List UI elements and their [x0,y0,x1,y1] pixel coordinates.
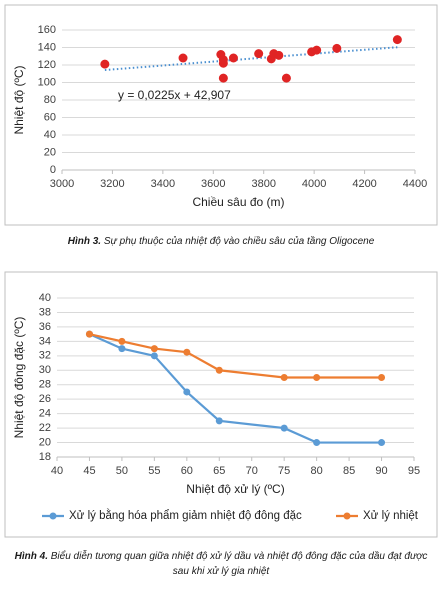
x-tick-label: 55 [148,465,160,477]
x-tick-label: 3400 [151,178,175,190]
x-tick-label: 3600 [201,178,225,190]
x-tick-label: 65 [213,465,225,477]
y-tick-label: 24 [39,408,51,420]
caption: Hình 3. Sự phụ thuộc của nhiệt độ vào ch… [6,234,436,249]
point [378,439,386,447]
point [274,50,284,60]
x-tick-label: 45 [83,465,95,477]
x-tick-label: 95 [408,465,420,477]
point [150,345,158,353]
y-tick-label: 160 [38,24,56,36]
point [150,352,158,360]
y-tick-label: 40 [44,129,56,141]
y-axis-label: Nhiệt độ (ºC) [12,65,26,134]
y-tick-label: 34 [39,335,51,347]
x-tick-label: 4200 [352,178,376,190]
x-tick-label: 70 [246,465,258,477]
x-tick-label: 90 [375,465,387,477]
y-tick-label: 36 [39,321,51,333]
y-tick-label: 28 [39,379,51,391]
x-tick-label: 85 [343,465,355,477]
point [280,374,288,381]
chart-frame [4,4,438,226]
legend-label: Xử lý nhiệt [363,510,419,522]
caption-text: Sự phụ thuộc của nhiệt độ vào chiều sâu … [103,236,375,247]
point [313,439,321,447]
x-tick-label: 4000 [302,178,326,190]
x-tick-label: 4400 [403,178,427,190]
point [281,73,291,83]
legend-marker [343,512,351,520]
point [85,330,93,338]
caption-label: Hình 3. [67,236,102,247]
series-line [89,333,382,444]
y-tick-label: 140 [38,41,56,53]
chart-frame [4,271,438,538]
point [183,388,191,396]
y-tick-label: 18 [39,451,51,463]
y-tick-label: 22 [39,422,51,434]
point [392,35,402,45]
point [332,43,342,53]
caption-label: Hình 4. [14,551,48,562]
trendline [104,46,398,72]
legend-marker [49,512,57,520]
point [118,337,126,345]
chart: 18 20 22 24 26 28 30 32 34 36 38 40 40 45 50 55 60 65 70 75… [4,271,438,538]
point [215,417,223,425]
point [183,348,191,356]
y-tick-label: 60 [44,111,56,123]
series-line [89,333,382,379]
x-axis-label: Chiều sâu đo (m) [192,195,284,209]
trendline-equation: y = 0,0225x + 42,907 [118,88,231,102]
point [218,73,228,83]
y-tick-label: 120 [38,59,56,71]
x-tick-label: 3800 [251,178,275,190]
point [178,53,188,63]
caption-text: Biểu diễn tương quan giữa nhiệt độ xử lý… [50,551,428,577]
x-axis-label: Nhiệt độ xử lý (ºC) [186,482,284,496]
point [218,55,228,65]
point [312,45,322,55]
y-axis-label: Nhiệt độ đông đặc (ºC) [12,317,26,439]
y-tick-label: 26 [39,393,51,405]
y-tick-label: 32 [39,350,51,362]
x-tick-label: 3000 [50,178,74,190]
y-tick-label: 20 [44,146,56,158]
y-tick-label: 100 [38,76,56,88]
x-tick-label: 50 [116,465,128,477]
point [118,345,126,353]
point [280,424,288,432]
point [228,53,238,63]
chart: 0 20 40 60 80 100 120 140 160 3000 3200 3400 3600 380… [4,4,438,226]
y-tick-label: 0 [50,164,56,176]
point [254,49,264,59]
x-tick-label: 3200 [100,178,124,190]
x-tick-label: 40 [51,465,63,477]
y-tick-label: 40 [39,292,51,304]
x-tick-label: 75 [278,465,290,477]
caption: Hình 4. Biểu diễn tương quan giữa nhiệt … [6,549,436,579]
x-tick-label: 80 [311,465,323,477]
y-tick-label: 20 [39,436,51,448]
y-tick-label: 80 [44,94,56,106]
legend-label: Xử lý bằng hóa phẩm giảm nhiệt độ đông đ… [69,509,302,522]
point [378,374,386,381]
x-tick-label: 60 [181,465,193,477]
y-tick-label: 30 [39,364,51,376]
point [313,374,321,381]
point [100,59,110,69]
y-tick-label: 38 [39,306,51,318]
point [215,366,223,374]
